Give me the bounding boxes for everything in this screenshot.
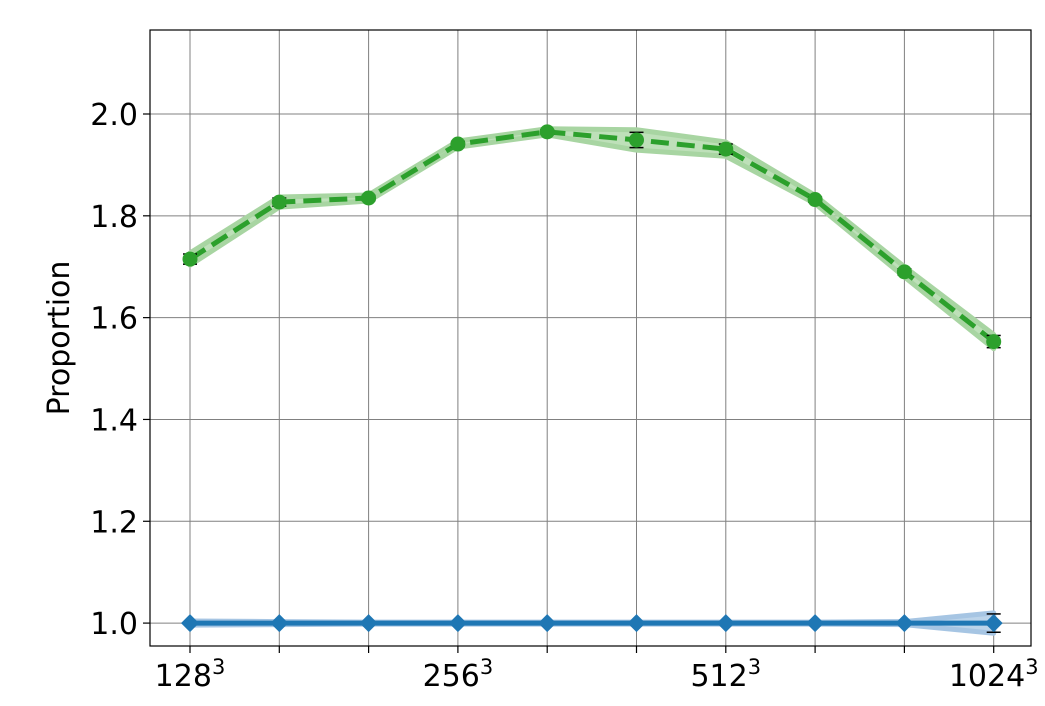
x-tick-label-exponent: 3 [1025, 655, 1038, 679]
data-point [807, 192, 823, 208]
x-tick-label-exponent: 3 [748, 655, 761, 679]
data-point [806, 614, 825, 633]
data-point [986, 334, 1002, 350]
series-0-line [188, 129, 996, 344]
y-tick-label: 2.0 [90, 98, 138, 133]
x-tick-label-exponent: 3 [212, 655, 225, 679]
x-tick-label: 2563 [423, 655, 494, 694]
plot-frame [149, 29, 1032, 647]
data-point [895, 614, 914, 633]
y-axis-label: Proportion [42, 261, 77, 416]
data-point [896, 264, 912, 280]
data-point [181, 614, 199, 633]
data-point [538, 614, 557, 633]
x-tick-label-base: 128 [155, 659, 212, 694]
y-axis-ticks: 1.0 1.2 1.4 1.6 1.8 2.0 [90, 98, 150, 642]
data-point [448, 614, 467, 633]
x-tick-label: 10243 [949, 655, 1039, 694]
x-tick-label-base: 512 [690, 659, 747, 694]
y-tick-label: 1.8 [90, 200, 138, 235]
data-point [270, 614, 289, 633]
data-point [984, 614, 1003, 633]
data-point [182, 251, 198, 267]
series-lines [188, 129, 996, 626]
y-tick-label: 1.2 [90, 505, 138, 540]
data-point [539, 124, 555, 140]
data-point [361, 190, 377, 206]
data-point [716, 614, 735, 633]
y-tick-label: 1.4 [90, 403, 138, 438]
data-markers [181, 124, 1003, 633]
x-tick-label-base: 256 [423, 659, 480, 694]
x-tick-label-exponent: 3 [480, 655, 493, 679]
data-point [271, 194, 287, 210]
x-tick-label: 5123 [690, 655, 761, 694]
x-tick-label: 1283 [155, 655, 226, 694]
data-point [627, 614, 646, 633]
y-tick-label: 1.6 [90, 302, 138, 337]
data-point [718, 141, 734, 157]
y-tick-label: 1.0 [90, 607, 138, 642]
x-tick-label-base: 1024 [949, 659, 1025, 694]
x-axis-ticks: 1283 2563 5123 10243 [155, 646, 1039, 694]
data-point [629, 132, 644, 148]
data-point [359, 614, 378, 633]
data-point [450, 136, 466, 152]
